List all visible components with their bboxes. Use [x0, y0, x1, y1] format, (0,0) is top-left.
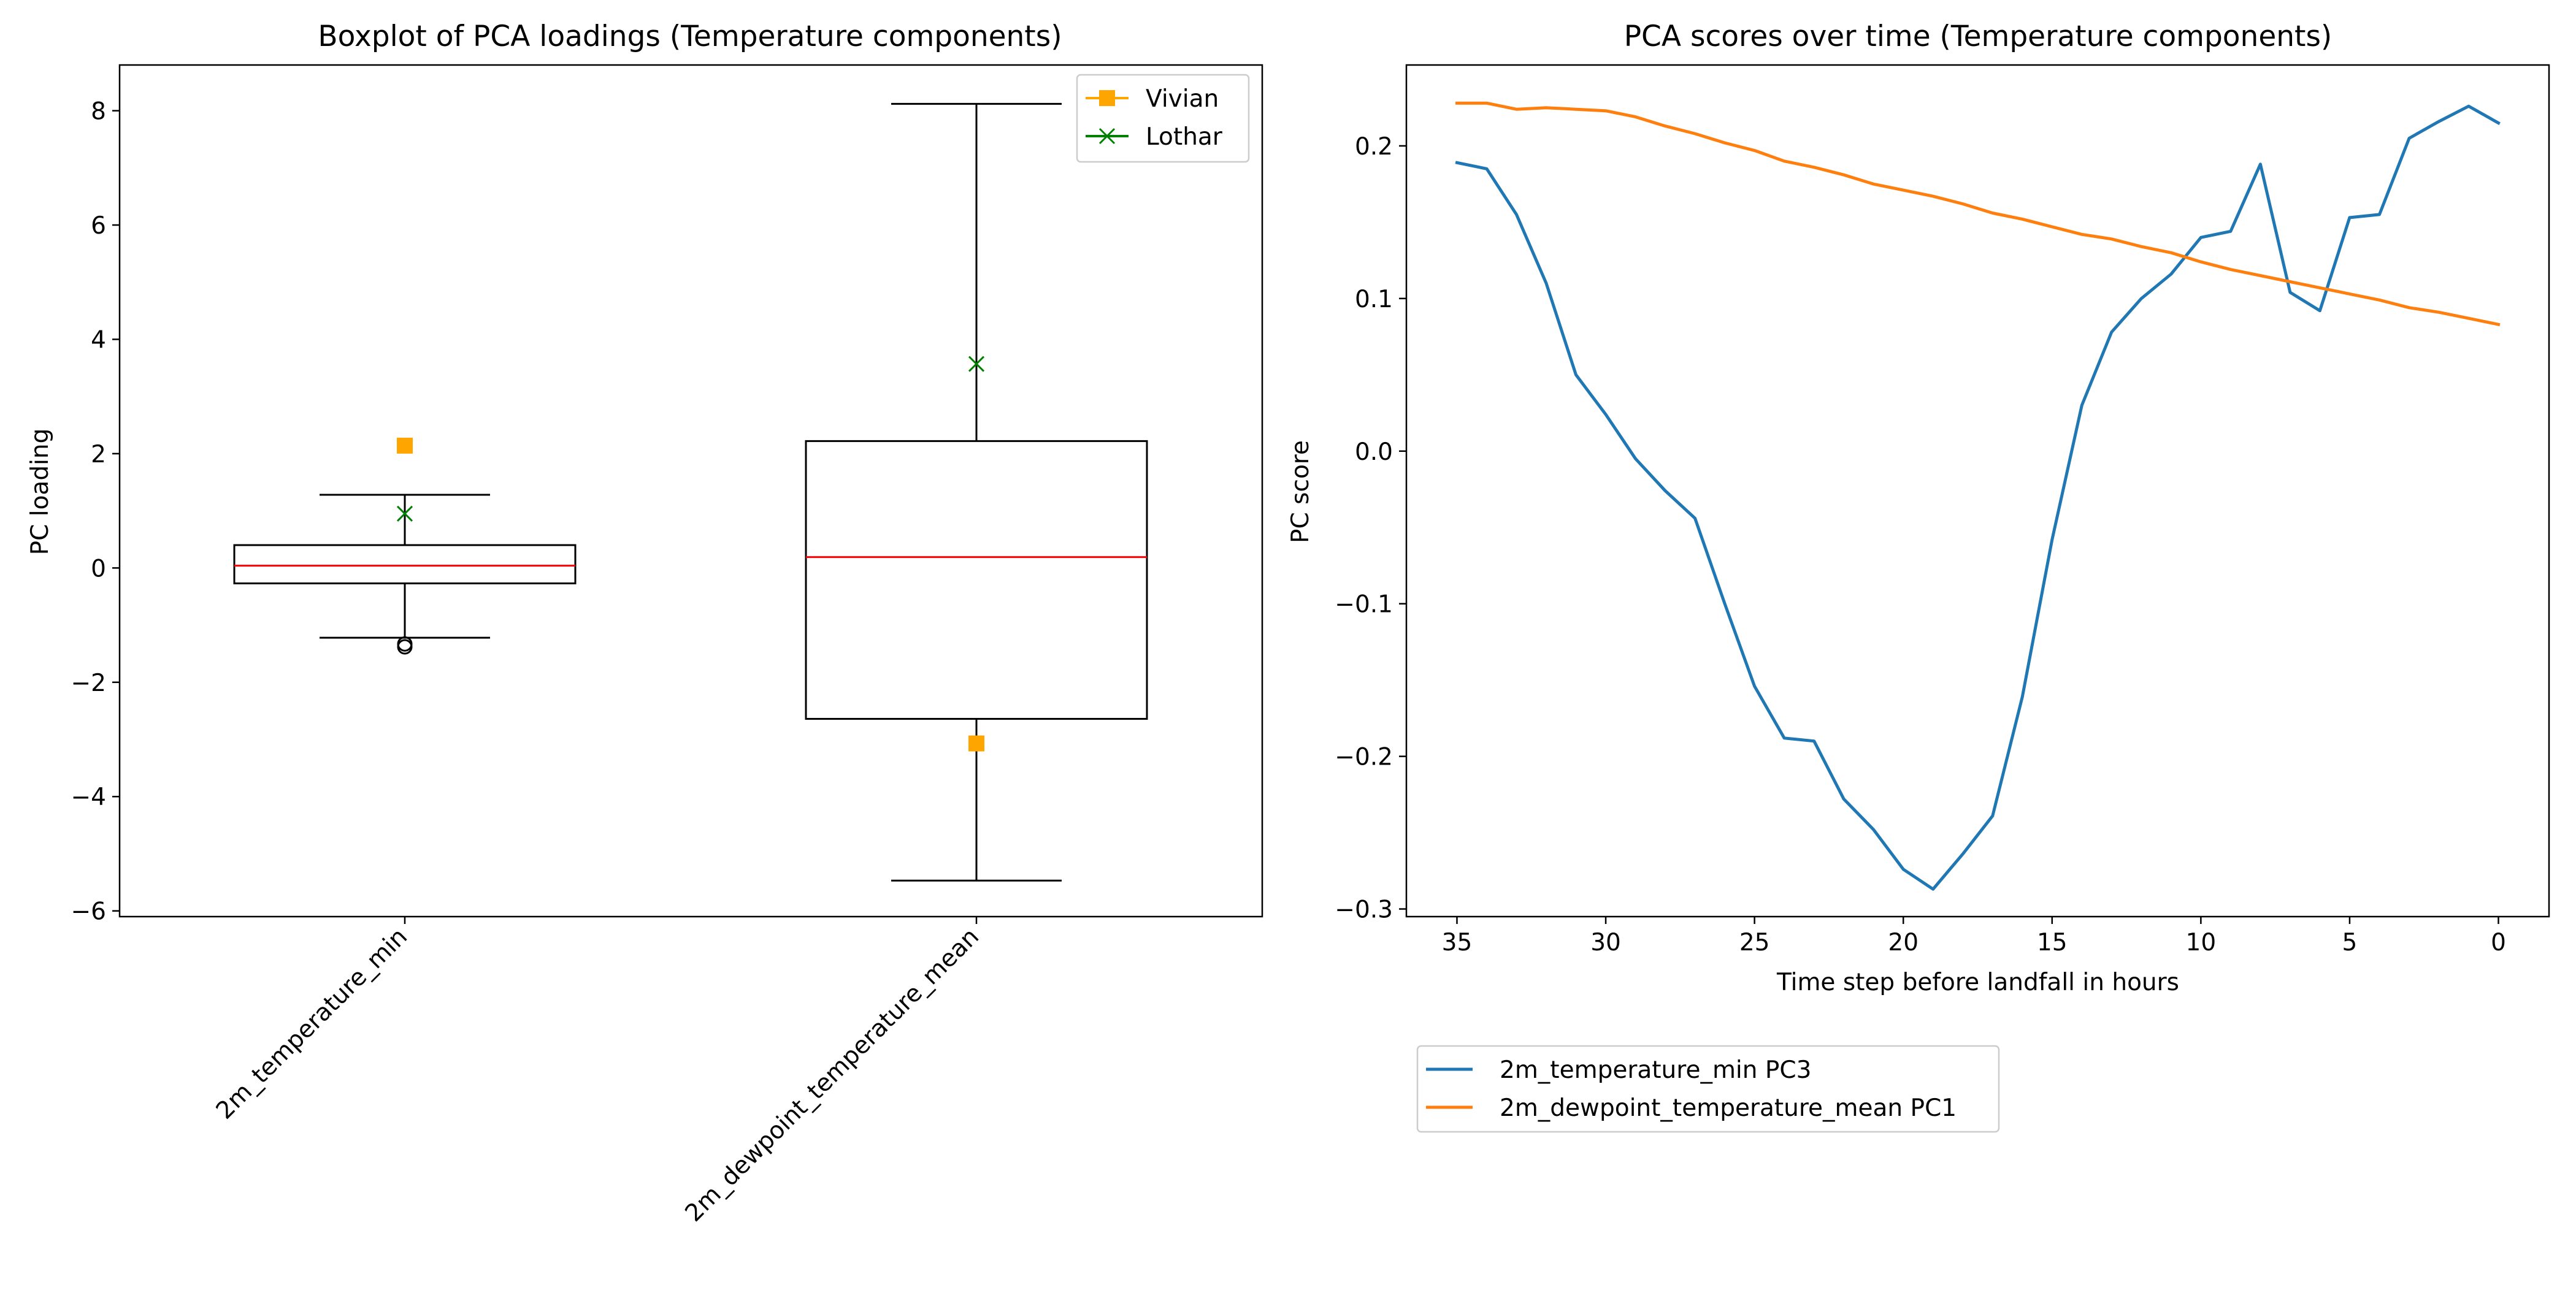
boxplot-x-tick-label: 2m_dewpoint_temperature_mean — [680, 923, 984, 1227]
line-chart-plot-area: −0.3 −0.2 −0.1 0.0 0.1 0.2 35 30 25 20 15 10 5 0 2m_te… — [1335, 64, 2550, 1133]
line-chart-y-tick-label: 0.2 — [1355, 133, 1393, 161]
line-chart-x-tick-label: 20 — [1888, 929, 1919, 956]
line-chart-x-tick-label: 35 — [1442, 929, 1473, 956]
boxplot-x-tick-label: 2m_temperature_min — [211, 923, 413, 1124]
boxplot-y-tick-label: 8 — [91, 98, 106, 126]
lothar-marker — [396, 505, 413, 522]
legend-label: Lothar — [1146, 123, 1223, 151]
boxplot-y-tick-label: −2 — [71, 670, 107, 697]
series-line — [1455, 101, 2501, 327]
line-chart-x-tick-label: 10 — [2186, 929, 2217, 956]
line-chart-title: PCA scores over time (Temperature compon… — [1624, 20, 2333, 53]
boxplot-axes-frame — [118, 64, 1263, 918]
line-chart-x-tick-label: 25 — [1739, 929, 1770, 956]
line-chart-legend-frame — [1416, 1045, 2000, 1133]
line-chart-y-tick-label: −0.2 — [1335, 744, 1393, 771]
line-chart-x-tick-label: 5 — [2342, 929, 2358, 956]
line-chart-x-tick-label: 15 — [2037, 929, 2068, 956]
legend-label: 2m_temperature_min PC3 — [1500, 1056, 1811, 1084]
line-chart-legend: 2m_temperature_min PC3 2m_dewpoint_temper… — [1416, 1045, 2000, 1133]
lothar-marker-stroke — [968, 356, 985, 372]
boxplot-legend: Vivian Lothar — [1076, 74, 1250, 163]
boxplot-y-tick-label: 2 — [91, 441, 106, 468]
line-chart: PCA scores over time (Temperature compon… — [1287, 20, 2550, 1133]
boxplot-title: Boxplot of PCA loadings (Temperature com… — [318, 20, 1062, 53]
boxplot-plot-area: −6 −4 −2 0 2 4 6 8 2m_temperature_min 2m_dewpoint… — [71, 64, 1263, 1227]
legend-x-marker — [1098, 128, 1116, 145]
line-chart-x-tick-label: 30 — [1590, 929, 1621, 956]
line-chart-x-tick-label: 0 — [2491, 929, 2506, 956]
line-chart-y-tick-label: 0.1 — [1355, 286, 1393, 313]
line-chart-y-axis-label: PC score — [1287, 440, 1314, 543]
legend-label: Vivian — [1146, 85, 1219, 113]
boxplot-y-tick-label: 0 — [91, 555, 106, 582]
vivian-marker — [397, 437, 413, 454]
boxplot-y-tick-label: 6 — [91, 212, 106, 240]
box-iqr — [805, 440, 1148, 720]
line-chart-y-tick-label: 0.0 — [1355, 438, 1393, 466]
line-chart-y-tick-label: −0.1 — [1335, 591, 1393, 619]
line-chart-y-tick-label: −0.3 — [1335, 896, 1393, 924]
lothar-marker — [968, 356, 985, 372]
line-chart-axes-frame — [1405, 64, 2550, 918]
legend-label: 2m_dewpoint_temperature_mean PC1 — [1500, 1094, 1957, 1122]
lothar-marker-stroke — [396, 505, 413, 522]
boxplot-y-tick-label: 4 — [91, 326, 106, 354]
boxplot-chart: Boxplot of PCA loadings (Temperature com… — [26, 20, 1263, 1227]
boxplot-y-tick-label: −6 — [71, 898, 107, 926]
line-chart-x-axis-label: Time step before landfall in hours — [1776, 969, 2179, 996]
box-iqr — [233, 544, 577, 585]
legend-square-marker — [1099, 90, 1115, 106]
vivian-marker — [968, 735, 984, 752]
boxplot-y-tick-label: −4 — [71, 784, 107, 811]
series-line — [1455, 104, 2501, 891]
box-outlier-point — [397, 639, 413, 655]
boxplot-y-axis-label: PC loading — [26, 429, 54, 555]
boxplot-legend-frame — [1076, 74, 1250, 163]
